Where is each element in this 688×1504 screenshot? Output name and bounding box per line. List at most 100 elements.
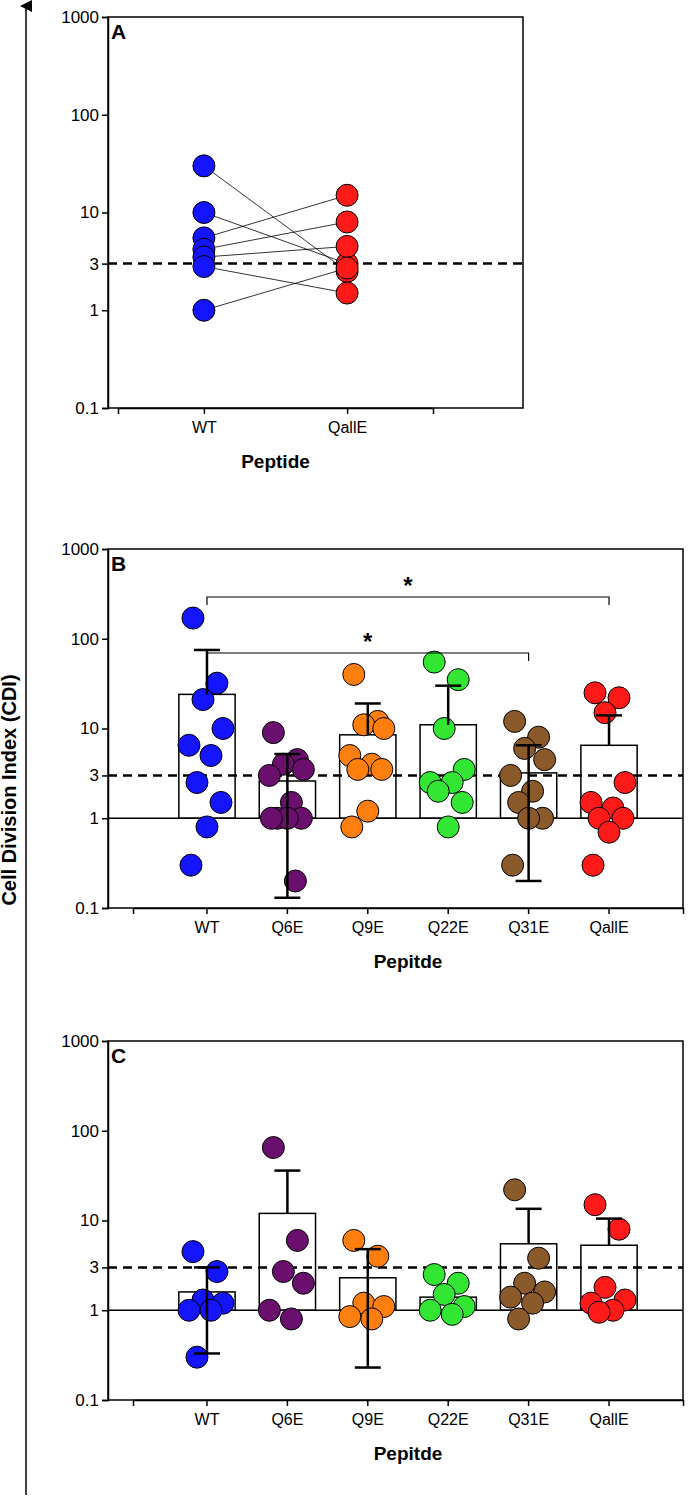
- y-tick-label: 1000: [61, 1032, 99, 1051]
- marks: [108, 155, 523, 321]
- error-line: [286, 781, 289, 898]
- error-bar: [516, 773, 542, 881]
- panel-title: A: [111, 20, 126, 43]
- y-tick-mark: [102, 728, 108, 730]
- x-tick-label: Q31E: [508, 1411, 549, 1428]
- y-tick: 10: [80, 719, 108, 738]
- y-tick-label: 100: [71, 106, 99, 125]
- y-tick: 0.1: [75, 399, 108, 418]
- marks: [108, 1137, 683, 1369]
- error-line: [367, 703, 370, 734]
- error-line: [367, 1278, 370, 1368]
- y-tick-mark: [102, 818, 108, 820]
- y-tick: 3: [90, 766, 108, 785]
- point: [504, 1179, 526, 1201]
- x-tick-mark: [206, 908, 208, 914]
- point: [502, 854, 524, 876]
- point: [361, 1308, 383, 1330]
- error-bar: [516, 745, 542, 773]
- point: [357, 800, 379, 822]
- error-bar: [355, 1249, 381, 1278]
- y-tick-label: 3: [90, 255, 99, 274]
- y-axis: 0.113101001000: [61, 1032, 108, 1410]
- point: [336, 282, 358, 304]
- error-cap: [274, 753, 300, 756]
- point: [336, 184, 358, 206]
- y-tick-label: 100: [71, 1122, 99, 1141]
- error-line: [527, 773, 530, 881]
- x-tick: QallE: [328, 408, 367, 436]
- point: [447, 669, 469, 691]
- y-tick-label: 10: [80, 719, 99, 738]
- x-tick-mark: [287, 908, 289, 914]
- x-tick-label: QallE: [589, 919, 628, 936]
- x-tick: Q31E: [508, 908, 549, 936]
- error-line: [527, 745, 530, 773]
- x-tick-mark: [528, 1400, 530, 1406]
- error-bar: [516, 1209, 542, 1244]
- x-tick: Q6E: [271, 908, 303, 936]
- marks: [108, 607, 683, 898]
- x-tick-mark: [608, 1400, 610, 1406]
- x-axis-title: Pepitde: [374, 1443, 443, 1464]
- point: [258, 1299, 280, 1321]
- y-tick-label: 1: [90, 1301, 99, 1320]
- y-tick-label: 1000: [61, 540, 99, 559]
- y-tick: 1000: [61, 8, 108, 27]
- x-axis-line: [119, 409, 434, 415]
- y-tick-label: 0.1: [75, 1391, 99, 1410]
- significance-label: *: [403, 572, 413, 599]
- x-axis-title: Pepitde: [374, 951, 443, 972]
- y-tick-label: 0.1: [75, 399, 99, 418]
- y-tick-label: 1: [90, 809, 99, 828]
- error-cap: [355, 1248, 381, 1251]
- x-tick: QallE: [589, 908, 628, 936]
- point: [423, 651, 445, 673]
- y-axis: 0.113101001000: [61, 540, 108, 918]
- plot-frame: [108, 17, 523, 408]
- pair-line: [204, 268, 347, 310]
- x-tick-mark: [206, 1400, 208, 1406]
- error-cap: [516, 880, 542, 883]
- point: [588, 1301, 610, 1323]
- point: [608, 1218, 630, 1240]
- error-cap: [194, 1352, 220, 1355]
- x-tick-label: WT: [192, 419, 217, 436]
- point: [433, 718, 455, 740]
- error-line: [608, 1219, 611, 1246]
- point: [594, 702, 616, 724]
- y-tick-mark: [102, 549, 108, 551]
- error-bar: [355, 1278, 381, 1368]
- point: [186, 1346, 208, 1368]
- point: [534, 749, 556, 771]
- point: [193, 202, 215, 224]
- bar: [259, 1213, 315, 1310]
- x-tick: WT: [195, 1400, 220, 1428]
- x-axis-line: [134, 1401, 684, 1407]
- y-tick: 1000: [61, 1032, 108, 1051]
- point: [584, 1194, 606, 1216]
- point: [212, 718, 234, 740]
- x-tick-label: Q22E: [428, 1411, 469, 1428]
- point: [180, 854, 202, 876]
- panel-2: 0.113101001000WTQ6EQ9EQ22EQ31EQallEPepit…: [61, 1032, 683, 1464]
- point: [292, 1272, 314, 1294]
- point: [427, 780, 449, 802]
- error-line: [527, 1209, 530, 1244]
- plot-frame: [108, 549, 683, 908]
- x-tick-label: Q9E: [352, 919, 384, 936]
- y-tick-mark: [102, 408, 108, 410]
- point: [441, 1303, 463, 1325]
- y-tick: 100: [71, 1122, 108, 1141]
- point: [419, 1299, 441, 1321]
- error-cap: [274, 897, 300, 900]
- y-tick-label: 10: [80, 1211, 99, 1230]
- point: [508, 1308, 530, 1330]
- significance: *: [207, 628, 529, 661]
- error-line: [286, 1171, 289, 1214]
- significance-label: *: [363, 628, 373, 655]
- point: [584, 682, 606, 704]
- x-tick: QallE: [589, 1400, 628, 1428]
- y-tick-mark: [102, 310, 108, 312]
- x-tick-label: WT: [195, 1411, 220, 1428]
